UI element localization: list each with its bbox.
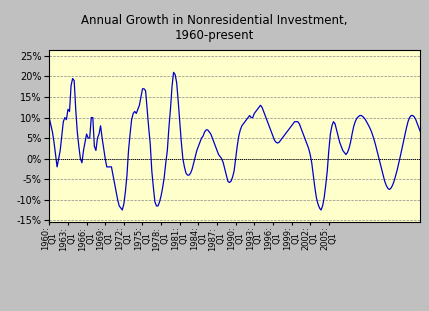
Text: Annual Growth in Nonresidential Investment,
1960-present: Annual Growth in Nonresidential Investme… xyxy=(81,14,348,42)
